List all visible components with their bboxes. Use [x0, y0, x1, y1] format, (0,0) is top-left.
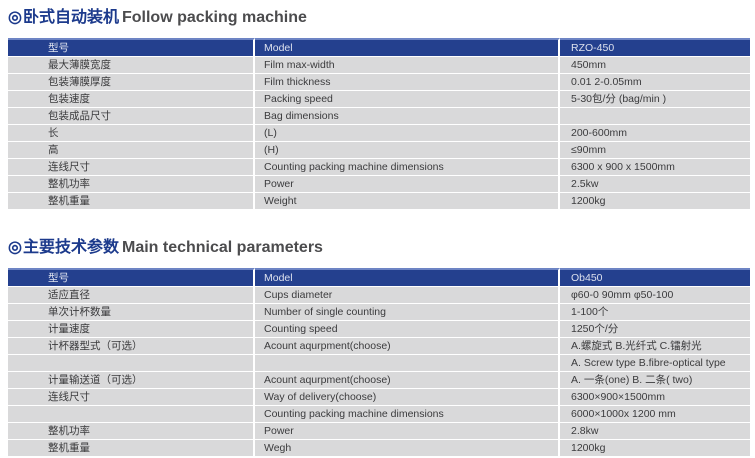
row-value: A. 一条(one) B. 二条( two) [560, 372, 750, 389]
table-row: Counting packing machine dimensions 6000×… [8, 406, 750, 423]
double-circle-bullet-icon: ◎ [8, 239, 22, 256]
table-row: 长 (L) 200-600mm [8, 125, 750, 142]
row-value: 200-600mm [560, 125, 750, 142]
row-label-en: Packing speed [255, 91, 560, 108]
row-label-en: Way of delivery(choose) [255, 389, 560, 406]
row-value: 1250个/分 [560, 321, 750, 338]
spec-table-follow-packing: 型号 Model RZO-450 最大薄膜宽度 Film max-width 450mm… [8, 38, 750, 210]
table-row: 包装薄膜厚度 Film thickness 0.01 2-0.05mm [8, 74, 750, 91]
row-value: 6300 x 900 x 1500mm [560, 159, 750, 176]
header-label-en: Model [255, 268, 560, 287]
table-row: 高 (H) ≤90mm [8, 142, 750, 159]
row-label-en: Number of single counting [255, 304, 560, 321]
row-value: A.螺旋式 B.光纤式 C.镭射光 [560, 338, 750, 355]
table-row: 计杯器型式（可选） Acount aqurpment(choose) A.螺旋式 B… [8, 338, 750, 355]
row-label-zh: 最大薄膜宽度 [8, 57, 255, 74]
row-value [560, 108, 750, 125]
row-label-en: Acount aqurpment(choose) [255, 372, 560, 389]
row-label-en: Counting packing machine dimensions [255, 159, 560, 176]
row-label-zh: 整机重量 [8, 193, 255, 210]
row-label-en: Film max-width [255, 57, 560, 74]
row-label-zh: 长 [8, 125, 255, 142]
table-row: 计量输送道（可选） Acount aqurpment(choose) A. 一条(o… [8, 372, 750, 389]
table-row: 整机重量 Weight 1200kg [8, 193, 750, 210]
row-label-en: Film thickness [255, 74, 560, 91]
row-label-zh: 适应直径 [8, 287, 255, 304]
row-label-en: Acount aqurpment(choose) [255, 338, 560, 355]
header-model-value: Ob450 [560, 268, 750, 287]
table-row: 整机功率 Power 2.5kw [8, 176, 750, 193]
row-label-en: Counting packing machine dimensions [255, 406, 560, 423]
row-value: 2.5kw [560, 176, 750, 193]
row-value: φ60-0 90mm φ50-100 [560, 287, 750, 304]
row-label-en: Power [255, 176, 560, 193]
row-label-en: (H) [255, 142, 560, 159]
table-row: A. Screw type B.fibre-optical type [8, 355, 750, 372]
row-label-zh: 包装成品尺寸 [8, 108, 255, 125]
row-value: 1200kg [560, 440, 750, 457]
row-value: A. Screw type B.fibre-optical type [560, 355, 750, 372]
row-label-en: Power [255, 423, 560, 440]
row-label-zh: 计杯器型式（可选） [8, 338, 255, 355]
row-value: 6300×900×1500mm [560, 389, 750, 406]
row-label-en: Counting speed [255, 321, 560, 338]
row-value: 1-100个 [560, 304, 750, 321]
row-label-zh: 包装速度 [8, 91, 255, 108]
header-model-value: RZO-450 [560, 38, 750, 57]
header-label-zh: 型号 [8, 268, 255, 287]
row-value: 5-30包/分 (bag/min ) [560, 91, 750, 108]
row-label-zh: 整机重量 [8, 440, 255, 457]
section-follow-packing-machine: ◎卧式自动装机 Follow packing machine 型号 Model RZO… [8, 8, 755, 210]
row-value: ≤90mm [560, 142, 750, 159]
table-row: 包装成品尺寸 Bag dimensions [8, 108, 750, 125]
row-label-zh: 高 [8, 142, 255, 159]
row-value: 450mm [560, 57, 750, 74]
row-label-en: (L) [255, 125, 560, 142]
row-label-en [255, 355, 560, 372]
row-label-zh: 单次计杯数量 [8, 304, 255, 321]
row-value: 1200kg [560, 193, 750, 210]
row-label-zh: 计量速度 [8, 321, 255, 338]
table-row: 单次计杯数量 Number of single counting 1-100个 [8, 304, 750, 321]
double-circle-bullet-icon: ◎ [8, 9, 22, 26]
table-row: 包装速度 Packing speed 5-30包/分 (bag/min ) [8, 91, 750, 108]
table-row: 适应直径 Cups diameter φ60-0 90mm φ50-100 [8, 287, 750, 304]
section-title-zh: 卧式自动装机 [22, 9, 119, 26]
row-label-zh: 连线尺寸 [8, 389, 255, 406]
row-label-zh [8, 406, 255, 423]
row-label-zh [8, 355, 255, 372]
section-title: ◎主要技术参数 Main technical parameters [8, 238, 755, 257]
row-label-en: Cups diameter [255, 287, 560, 304]
table-row: 计量速度 Counting speed 1250个/分 [8, 321, 750, 338]
spec-table-main-parameters: 型号 Model Ob450 适应直径 Cups diameter φ60-0 90mm… [8, 268, 750, 457]
section-title-en: Follow packing machine [121, 9, 307, 26]
section-title-en: Main technical parameters [121, 239, 323, 256]
section-title: ◎卧式自动装机 Follow packing machine [8, 8, 755, 27]
row-value: 2.8kw [560, 423, 750, 440]
row-label-zh: 整机功率 [8, 423, 255, 440]
table-row: 整机重量 Wegh 1200kg [8, 440, 750, 457]
row-label-en: Bag dimensions [255, 108, 560, 125]
section-main-technical-parameters: ◎主要技术参数 Main technical parameters 型号 Model… [8, 238, 755, 457]
table-header-row: 型号 Model RZO-450 [8, 38, 750, 57]
table-row: 整机功率 Power 2.8kw [8, 423, 750, 440]
row-value: 0.01 2-0.05mm [560, 74, 750, 91]
row-label-en: Weight [255, 193, 560, 210]
section-title-zh: 主要技术参数 [22, 239, 119, 256]
row-label-zh: 整机功率 [8, 176, 255, 193]
header-label-zh: 型号 [8, 38, 255, 57]
table-header-row: 型号 Model Ob450 [8, 268, 750, 287]
row-value: 6000×1000x 1200 mm [560, 406, 750, 423]
table-row: 连线尺寸 Way of delivery(choose) 6300×900×1500… [8, 389, 750, 406]
row-label-zh: 包装薄膜厚度 [8, 74, 255, 91]
table-row: 最大薄膜宽度 Film max-width 450mm [8, 57, 750, 74]
row-label-zh: 计量输送道（可选） [8, 372, 255, 389]
row-label-en: Wegh [255, 440, 560, 457]
table-row: 连线尺寸 Counting packing machine dimensions 6… [8, 159, 750, 176]
row-label-zh: 连线尺寸 [8, 159, 255, 176]
header-label-en: Model [255, 38, 560, 57]
